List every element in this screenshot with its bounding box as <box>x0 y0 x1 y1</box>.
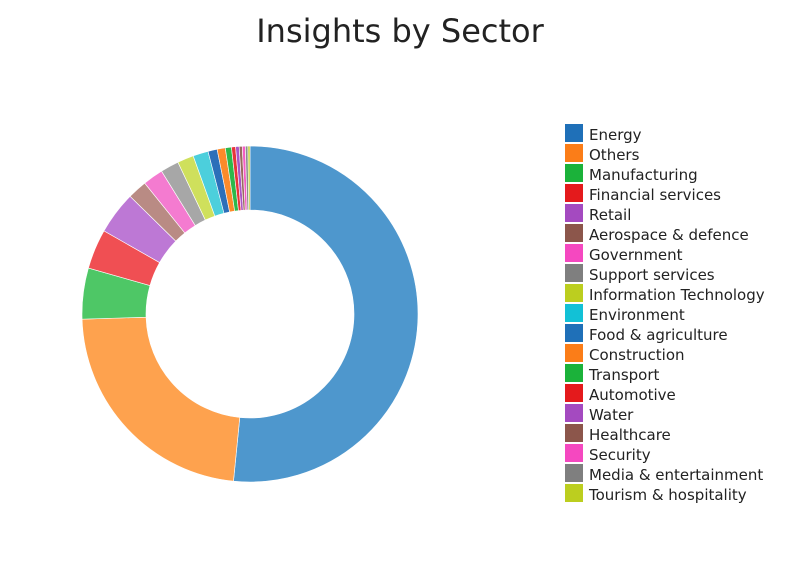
legend-swatch <box>565 264 583 282</box>
chart-title: Insights by Sector <box>256 12 544 50</box>
legend-label: Energy <box>589 126 642 144</box>
legend-swatch <box>565 464 583 482</box>
legend-item[interactable]: Government <box>565 244 765 264</box>
legend-label: Healthcare <box>589 426 671 444</box>
legend-item[interactable]: Retail <box>565 204 765 224</box>
legend-swatch <box>565 184 583 202</box>
legend-label: Construction <box>589 346 685 364</box>
legend-swatch <box>565 444 583 462</box>
legend-label: Food & agriculture <box>589 326 728 344</box>
legend-label: Environment <box>589 306 685 324</box>
legend-item[interactable]: Manufacturing <box>565 164 765 184</box>
legend-item[interactable]: Aerospace & defence <box>565 224 765 244</box>
legend-item[interactable]: Media & entertainment <box>565 464 765 484</box>
legend-item[interactable]: Automotive <box>565 384 765 404</box>
legend-swatch <box>565 484 583 502</box>
legend-item[interactable]: Financial services <box>565 184 765 204</box>
legend-item[interactable]: Healthcare <box>565 424 765 444</box>
legend: Energy Others Manufacturing Financial servi… <box>565 124 765 504</box>
legend-item[interactable]: Tourism & hospitality <box>565 484 765 504</box>
legend-swatch <box>565 284 583 302</box>
legend-label: Automotive <box>589 386 676 404</box>
legend-swatch <box>565 344 583 362</box>
legend-label: Aerospace & defence <box>589 226 749 244</box>
legend-swatch <box>565 364 583 382</box>
slice-others[interactable] <box>81 316 241 482</box>
legend-item[interactable]: Food & agriculture <box>565 324 765 344</box>
legend-item[interactable]: Others <box>565 144 765 164</box>
legend-item[interactable]: Energy <box>565 124 765 144</box>
legend-swatch <box>565 424 583 442</box>
legend-label: Tourism & hospitality <box>589 486 747 504</box>
legend-label: Transport <box>589 366 660 384</box>
legend-label: Government <box>589 246 683 264</box>
legend-swatch <box>565 144 583 162</box>
legend-item[interactable]: Construction <box>565 344 765 364</box>
legend-swatch <box>565 224 583 242</box>
legend-label: Retail <box>589 206 632 224</box>
legend-item[interactable]: Information Technology <box>565 284 765 304</box>
legend-label: Others <box>589 146 640 164</box>
legend-label: Media & entertainment <box>589 466 764 484</box>
legend-swatch <box>565 164 583 182</box>
legend-label: Financial services <box>589 186 721 204</box>
legend-label: Security <box>589 446 651 464</box>
legend-label: Information Technology <box>589 286 765 304</box>
legend-item[interactable]: Security <box>565 444 765 464</box>
legend-swatch <box>565 404 583 422</box>
legend-swatch <box>565 324 583 342</box>
legend-label: Support services <box>589 266 715 284</box>
legend-item[interactable]: Water <box>565 404 765 424</box>
slice-energy[interactable] <box>233 145 419 483</box>
legend-swatch <box>565 384 583 402</box>
legend-swatch <box>565 304 583 322</box>
legend-label: Manufacturing <box>589 166 698 184</box>
legend-item[interactable]: Transport <box>565 364 765 384</box>
legend-item[interactable]: Support services <box>565 264 765 284</box>
legend-item[interactable]: Environment <box>565 304 765 324</box>
legend-label: Water <box>589 406 634 424</box>
slice-tourism-hospitality[interactable] <box>247 145 251 211</box>
legend-swatch <box>565 244 583 262</box>
legend-swatch <box>565 204 583 222</box>
legend-swatch <box>565 124 583 142</box>
